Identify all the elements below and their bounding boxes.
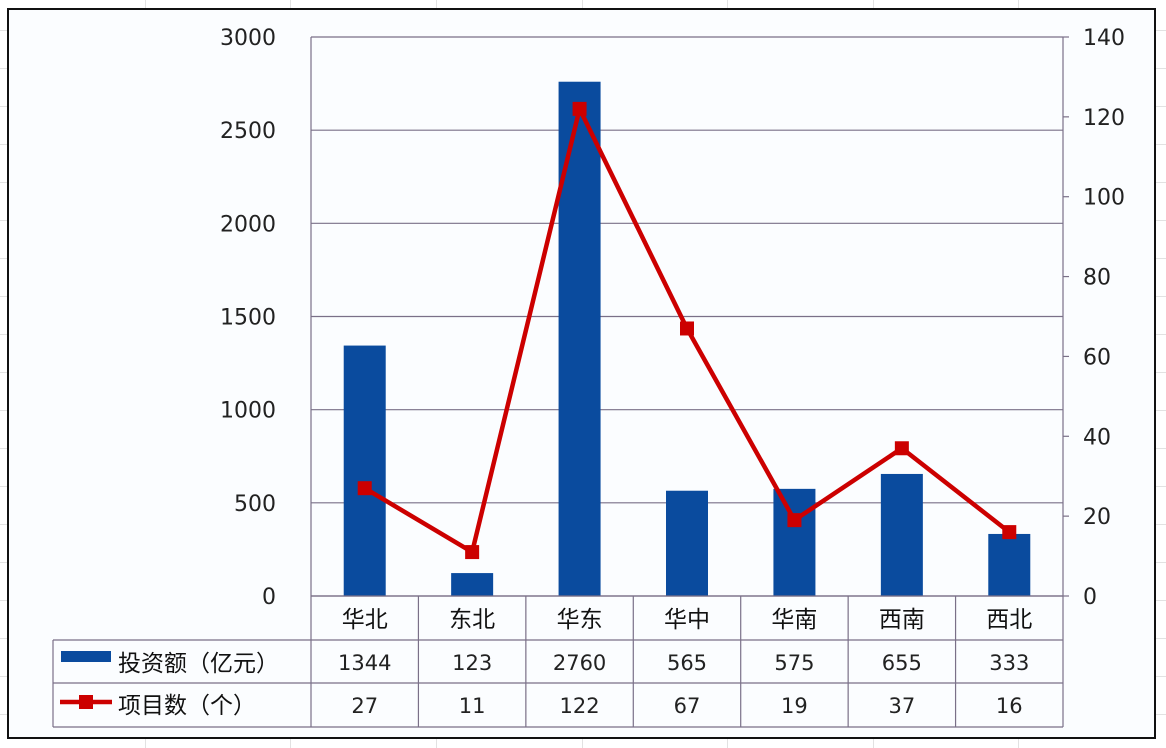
table-cell-project-count: 16 [996, 694, 1023, 718]
left-axis-tick-label: 1500 [220, 306, 276, 331]
table-cell-investment: 565 [667, 651, 707, 675]
table-cell-investment: 655 [882, 651, 922, 675]
left-axis-tick-label: 1000 [220, 399, 276, 424]
bar-series-investment[interactable] [343, 81, 1031, 597]
line-series-project-count[interactable] [357, 101, 1017, 560]
bar-华南[interactable] [773, 488, 816, 596]
marker-华北[interactable] [357, 481, 372, 496]
marker-华南[interactable] [787, 513, 802, 528]
table-cell-project-count: 27 [351, 694, 378, 718]
table-cell-project-count: 122 [560, 694, 600, 718]
left-axis-tick-label: 500 [234, 492, 276, 517]
category-label: 华中 [664, 607, 710, 633]
bar-西北[interactable] [988, 533, 1031, 596]
data-table: 华北 1344 27 东北 123 11 华东 2760 122 华中 565 67 华南 575 19 西南… [52, 595, 1064, 728]
marker-东北[interactable] [465, 545, 480, 560]
table-cell-investment: 333 [989, 651, 1029, 675]
bar-华东[interactable] [558, 81, 601, 597]
right-axis-tick-label: 60 [1083, 345, 1111, 370]
category-label: 华南 [771, 607, 817, 633]
table-cell-investment: 1344 [338, 651, 391, 675]
right-y-axis: 0 20 40 60 80 100 120 140 [1063, 26, 1125, 610]
bar-西南[interactable] [880, 473, 923, 596]
table-cell-investment: 575 [774, 651, 814, 675]
table-cell-investment: 2760 [553, 651, 606, 675]
bar-东北[interactable] [451, 573, 494, 596]
right-axis-tick-label: 80 [1083, 266, 1111, 291]
legend-bar-label: 投资额（亿元） [118, 651, 279, 677]
legend-marker-icon [79, 695, 93, 709]
category-label: 东北 [449, 607, 495, 633]
right-axis-tick-label: 140 [1083, 26, 1125, 51]
left-axis-tick-label: 0 [262, 585, 276, 610]
category-label: 华东 [557, 607, 603, 633]
table-cell-project-count: 11 [459, 694, 486, 718]
category-label: 华北 [342, 607, 388, 633]
legend-bar-swatch-icon [61, 651, 111, 662]
right-axis-tick-label: 20 [1083, 505, 1111, 530]
left-y-axis: 0 500 1000 1500 2000 2500 3000 [220, 26, 276, 610]
marker-西北[interactable] [1002, 525, 1017, 540]
marker-西南[interactable] [894, 441, 909, 456]
right-axis-tick-label: 120 [1083, 106, 1125, 131]
left-axis-tick-label: 3000 [220, 26, 276, 51]
category-label: 西北 [986, 607, 1032, 633]
left-axis-tick-label: 2000 [220, 212, 276, 237]
category-label: 西南 [879, 607, 925, 633]
table-cell-investment: 123 [452, 651, 492, 675]
left-axis-tick-label: 2500 [220, 119, 276, 144]
marker-华东[interactable] [572, 101, 587, 116]
legend-line-label: 项目数（个） [118, 693, 256, 719]
table-cell-project-count: 19 [781, 694, 808, 718]
table-cell-project-count: 67 [674, 694, 701, 718]
bar-华北[interactable] [343, 345, 386, 596]
table-cell-project-count: 37 [888, 694, 915, 718]
right-axis-tick-label: 0 [1083, 585, 1097, 610]
marker-华中[interactable] [680, 321, 694, 336]
bar-华中[interactable] [666, 490, 708, 596]
right-axis-tick-label: 100 [1083, 186, 1125, 211]
right-axis-tick-label: 40 [1083, 425, 1111, 450]
